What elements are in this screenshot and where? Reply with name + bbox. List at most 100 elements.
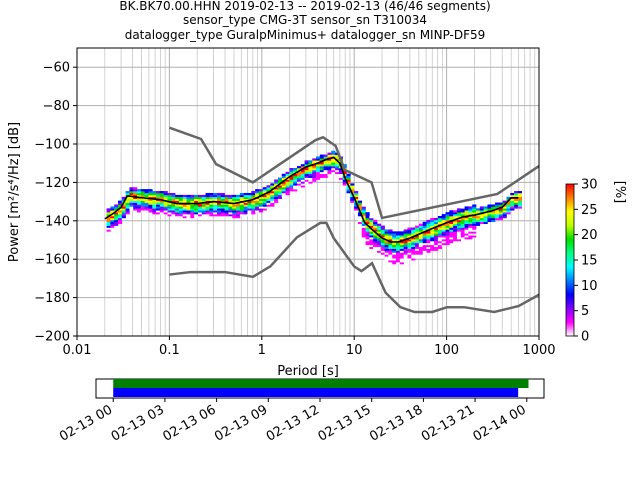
density-cell bbox=[388, 248, 393, 251]
density-cell bbox=[178, 212, 184, 215]
density-cell bbox=[114, 212, 119, 215]
density-cell bbox=[285, 192, 290, 196]
density-cell bbox=[434, 231, 439, 234]
density-cell bbox=[373, 237, 378, 240]
density-cell bbox=[300, 164, 305, 167]
density-cell bbox=[376, 231, 382, 234]
density-cell bbox=[335, 166, 340, 169]
timeline-tick-label: 02-13 03 bbox=[109, 402, 167, 444]
density-cell bbox=[297, 168, 302, 171]
density-cell bbox=[117, 219, 123, 223]
density-cell bbox=[392, 239, 397, 242]
density-cell bbox=[159, 212, 164, 215]
density-cell bbox=[171, 204, 176, 207]
x-tick-label: 1 bbox=[258, 343, 266, 358]
density-cell bbox=[357, 202, 363, 205]
density-cell bbox=[106, 227, 111, 230]
density-cell bbox=[392, 262, 397, 265]
density-cell bbox=[411, 237, 416, 240]
density-cell bbox=[392, 246, 397, 249]
density-cell bbox=[495, 217, 500, 221]
density-cell bbox=[258, 204, 264, 207]
density-cell bbox=[415, 252, 420, 255]
colorbar-label: [%] bbox=[612, 181, 627, 204]
density-cell bbox=[456, 223, 462, 226]
density-cell bbox=[224, 200, 229, 203]
density-cell bbox=[182, 198, 187, 201]
density-cell bbox=[434, 227, 439, 230]
mode-line-path bbox=[104, 156, 519, 243]
density-cell bbox=[255, 202, 260, 205]
density-cell bbox=[220, 208, 225, 211]
density-cell bbox=[316, 158, 321, 161]
density-cell bbox=[255, 194, 260, 198]
density-cell bbox=[464, 212, 469, 215]
density-cell bbox=[434, 223, 439, 226]
density-cell bbox=[380, 248, 385, 251]
density-cell bbox=[312, 158, 317, 161]
density-cell bbox=[354, 198, 359, 201]
density-cell bbox=[453, 221, 458, 224]
density-cell bbox=[464, 229, 469, 232]
density-cell bbox=[213, 194, 218, 198]
density-cell bbox=[236, 208, 241, 211]
density-cell bbox=[197, 194, 203, 198]
density-cell bbox=[190, 198, 195, 201]
density-cell bbox=[495, 212, 500, 215]
density-cell bbox=[243, 214, 248, 217]
density-cell bbox=[178, 194, 184, 198]
density-cell bbox=[140, 202, 145, 205]
density-cell bbox=[217, 212, 222, 215]
density-cell bbox=[277, 177, 283, 180]
density-cell bbox=[441, 240, 446, 244]
density-cell bbox=[350, 202, 355, 205]
density-cell bbox=[243, 212, 248, 215]
density-cell bbox=[373, 227, 378, 230]
density-cell bbox=[281, 189, 286, 192]
density-cell bbox=[186, 198, 191, 201]
density-cell bbox=[159, 196, 164, 200]
density-cell bbox=[201, 216, 206, 219]
density-cell bbox=[460, 235, 465, 238]
density-cell bbox=[239, 206, 244, 209]
density-cell bbox=[182, 214, 187, 217]
density-cell bbox=[262, 204, 267, 207]
density-cell bbox=[441, 242, 446, 246]
density-cell bbox=[197, 208, 203, 211]
density-cell bbox=[476, 212, 481, 215]
density-cell bbox=[472, 212, 477, 215]
density-cell bbox=[163, 202, 168, 205]
density-cell bbox=[338, 173, 344, 176]
density-cell bbox=[376, 242, 382, 246]
density-cell bbox=[182, 216, 187, 219]
density-cell bbox=[407, 254, 412, 257]
density-cell bbox=[110, 206, 115, 209]
density-cell bbox=[464, 221, 469, 224]
density-cell bbox=[308, 171, 313, 175]
density-cell bbox=[350, 196, 355, 200]
density-cell bbox=[106, 212, 111, 215]
density-cell bbox=[140, 208, 145, 211]
density-cell bbox=[498, 216, 503, 219]
density-cell bbox=[220, 206, 225, 209]
density-cell bbox=[167, 192, 172, 196]
density-cell bbox=[338, 169, 344, 173]
density-cell bbox=[171, 208, 176, 211]
density-cell bbox=[468, 221, 473, 224]
density-cell bbox=[445, 225, 450, 228]
density-cell bbox=[514, 204, 519, 207]
density-cell bbox=[304, 171, 309, 175]
density-cell bbox=[266, 185, 271, 188]
density-cell bbox=[144, 206, 149, 209]
density-cell bbox=[121, 196, 126, 200]
density-cell bbox=[483, 208, 488, 211]
density-cell bbox=[453, 240, 458, 244]
density-cell bbox=[140, 210, 145, 213]
density-cell bbox=[285, 179, 290, 182]
y-tick-label: −100 bbox=[34, 138, 70, 153]
density-cell bbox=[304, 160, 309, 163]
density-cell bbox=[335, 158, 340, 161]
density-cell bbox=[297, 183, 302, 186]
density-cell bbox=[114, 221, 119, 224]
density-cell bbox=[171, 200, 176, 203]
